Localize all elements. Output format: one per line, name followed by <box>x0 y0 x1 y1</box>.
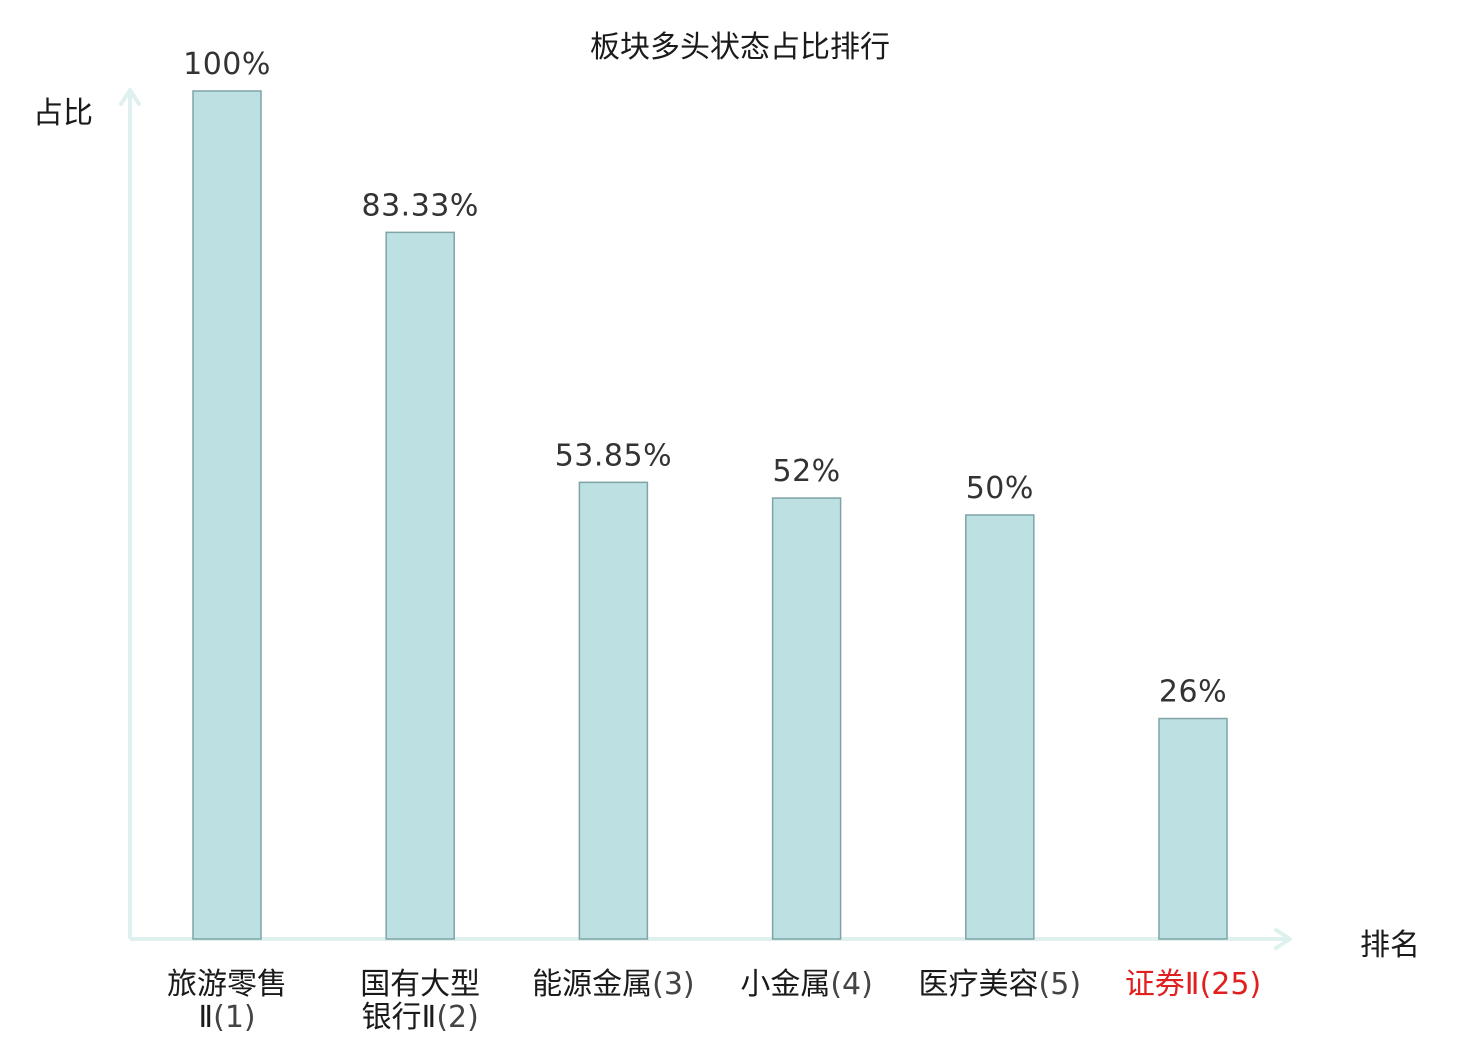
chart-title: 板块多头状态占比排行 <box>590 30 890 65</box>
category-tick-label: 旅游零售 <box>167 967 287 1002</box>
category-tick-label: 小金属(4) <box>740 967 873 1002</box>
category-tick-label: 国有大型 <box>360 967 480 1002</box>
axes <box>119 88 1292 950</box>
bar-value-label: 100% <box>183 47 271 82</box>
bar <box>385 231 455 940</box>
x-axis-label: 排名 <box>1360 928 1420 963</box>
bar-value-label: 83.33% <box>362 188 479 223</box>
bar-value-label: 26% <box>1159 675 1227 710</box>
category-tick-label: 能源金属(3) <box>532 967 695 1002</box>
bar <box>1158 717 1228 940</box>
bar <box>192 90 262 940</box>
bar <box>965 514 1035 940</box>
bar-value-label: 50% <box>966 471 1034 506</box>
category-tick-label: Ⅱ(1) <box>198 1000 255 1035</box>
x-axis-arrow-icon <box>1274 928 1292 950</box>
bar-value-label: 53.85% <box>555 438 672 473</box>
category-tick-label: 医疗美容(5) <box>919 967 1082 1002</box>
value-labels-group: 100% 83.33% 53.85% 52% 50% 26% <box>183 47 1227 710</box>
bar <box>578 481 649 940</box>
y-axis-label: 占比 <box>33 96 93 131</box>
category-tick-label: 银行Ⅱ(2) <box>362 1000 479 1035</box>
category-tick-label: 证券Ⅱ(25) <box>1125 967 1261 1002</box>
bar-value-label: 52% <box>773 454 841 489</box>
bars-group <box>192 90 1228 940</box>
bar <box>771 497 842 940</box>
y-axis-arrow-icon <box>119 88 141 106</box>
